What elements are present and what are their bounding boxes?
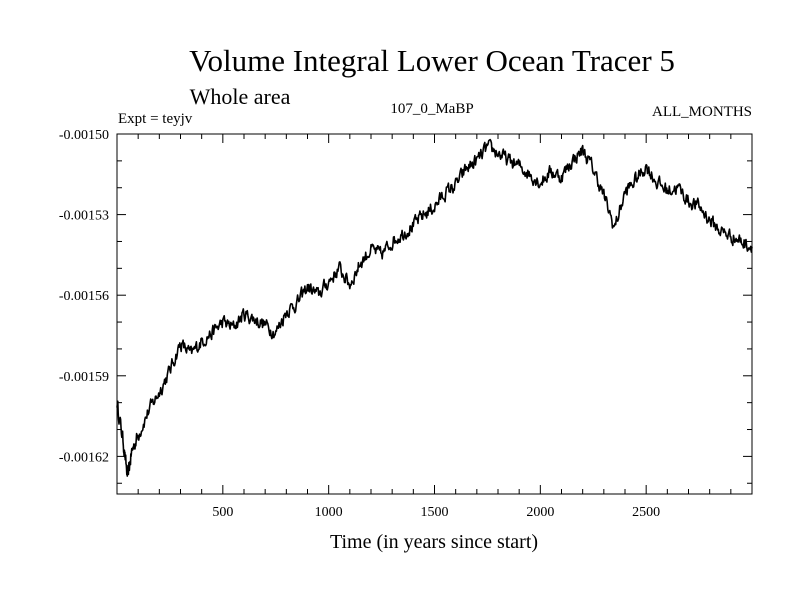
y-tick-label: -0.00150 bbox=[59, 128, 109, 143]
experiment-label: Expt = teyjv bbox=[118, 111, 193, 127]
x-axis-label: Time (in years since start) bbox=[330, 531, 538, 553]
chart-title: Volume Integral Lower Ocean Tracer 5 bbox=[189, 43, 675, 78]
x-tick-labels: 500 1000 1500 2000 2500 bbox=[212, 505, 660, 520]
series-group bbox=[116, 138, 753, 477]
axis-ticks bbox=[117, 133, 752, 494]
y-tick-label: -0.00153 bbox=[59, 209, 109, 224]
y-tick-label: -0.00156 bbox=[59, 289, 109, 304]
period-label: 107_0_MaBP bbox=[390, 101, 473, 117]
x-tick-label: 1500 bbox=[421, 505, 449, 520]
x-tick-label: 2500 bbox=[632, 505, 660, 520]
y-tick-labels: -0.00150 -0.00153 -0.00156 -0.00159 -0.00162 bbox=[59, 128, 109, 465]
series-line-teyjv bbox=[116, 138, 753, 477]
x-tick-label: 2000 bbox=[526, 505, 554, 520]
x-tick-label: 500 bbox=[212, 505, 233, 520]
y-tick-label: -0.00162 bbox=[59, 450, 109, 465]
y-tick-label: -0.00159 bbox=[59, 370, 109, 385]
months-label: ALL_MONTHS bbox=[652, 104, 752, 120]
x-tick-label: 1000 bbox=[315, 505, 343, 520]
chart-subtitle: Whole area bbox=[190, 84, 291, 109]
